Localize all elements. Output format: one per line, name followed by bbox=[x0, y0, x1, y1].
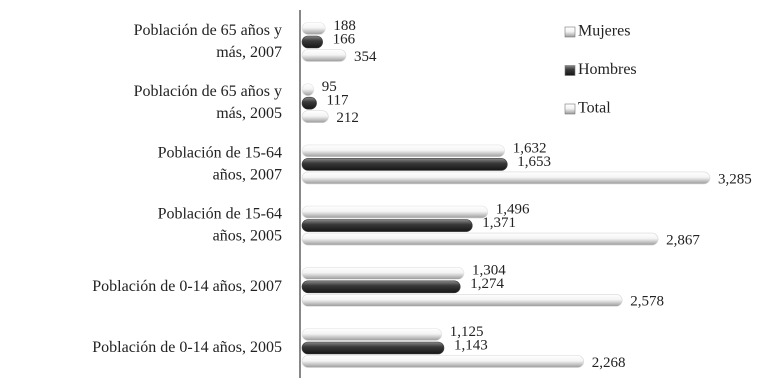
bar bbox=[301, 266, 465, 280]
value-label: 354 bbox=[354, 49, 377, 65]
value-label: 212 bbox=[336, 110, 359, 126]
value-label: 117 bbox=[327, 93, 349, 109]
category-label-line: más, 2007 bbox=[216, 44, 282, 61]
category-label-line: más, 2005 bbox=[216, 105, 282, 122]
category-label: Población de 65 años y más, 2005 bbox=[134, 83, 282, 122]
bar bbox=[301, 96, 317, 110]
value-label: 1,143 bbox=[454, 337, 488, 353]
value-label: 166 bbox=[333, 31, 356, 47]
value-label: 2,867 bbox=[666, 233, 700, 249]
bar bbox=[301, 83, 315, 96]
category-label: Población de 0-14 años, 2005 bbox=[92, 339, 282, 356]
bar bbox=[301, 232, 659, 246]
bar bbox=[301, 22, 326, 35]
category-label-line: Población de 65 años y bbox=[134, 83, 282, 100]
value-label: 1,653 bbox=[517, 154, 551, 170]
category-label: Población de 0-14 años, 2007 bbox=[92, 277, 282, 294]
category-label-line: Población de 0-14 años, 2007 bbox=[92, 277, 282, 294]
value-label: 188 bbox=[333, 18, 356, 34]
value-label: 1,125 bbox=[450, 324, 484, 340]
bar bbox=[301, 35, 323, 49]
category-label-line: Población de 0-14 años, 2005 bbox=[92, 339, 282, 356]
category-label: Población de 15-64 años, 2007 bbox=[158, 144, 282, 183]
category-label: Población de 65 años y más, 2007 bbox=[134, 22, 282, 61]
bar bbox=[301, 219, 473, 232]
bar bbox=[301, 171, 711, 185]
value-label: 1,304 bbox=[472, 263, 506, 279]
category-label-line: Población de 65 años y bbox=[134, 22, 282, 39]
category-label-line: Población de 15-64 bbox=[158, 205, 282, 222]
legend-swatch bbox=[564, 103, 576, 115]
bar bbox=[301, 158, 508, 171]
category-label-line: años, 2005 bbox=[213, 227, 282, 244]
value-label: 1,496 bbox=[496, 202, 530, 218]
category-label-line: años, 2007 bbox=[213, 166, 282, 183]
bar bbox=[301, 205, 489, 219]
legend-swatch bbox=[564, 26, 576, 38]
value-label: 2,268 bbox=[592, 355, 626, 371]
legend-label: Mujeres bbox=[578, 23, 630, 40]
value-label: 3,285 bbox=[718, 171, 752, 187]
value-label: 2,578 bbox=[630, 294, 664, 310]
bar bbox=[301, 144, 505, 158]
bar bbox=[301, 341, 445, 355]
value-label: 95 bbox=[322, 79, 337, 95]
bar bbox=[301, 110, 329, 123]
bar bbox=[301, 49, 347, 62]
bar bbox=[301, 355, 584, 368]
bar bbox=[301, 328, 443, 341]
value-label: 1,274 bbox=[470, 276, 504, 292]
category-label-line: Población de 15-64 bbox=[158, 144, 282, 161]
value-label: 1,371 bbox=[482, 215, 516, 231]
legend-label: Total bbox=[578, 100, 611, 117]
legend-swatch bbox=[564, 65, 576, 76]
legend-label: Hombres bbox=[578, 61, 637, 78]
value-label: 1,632 bbox=[513, 140, 547, 156]
category-label: Población de 15-64 años, 2005 bbox=[158, 205, 282, 244]
bar bbox=[301, 293, 623, 307]
bar bbox=[301, 280, 461, 294]
